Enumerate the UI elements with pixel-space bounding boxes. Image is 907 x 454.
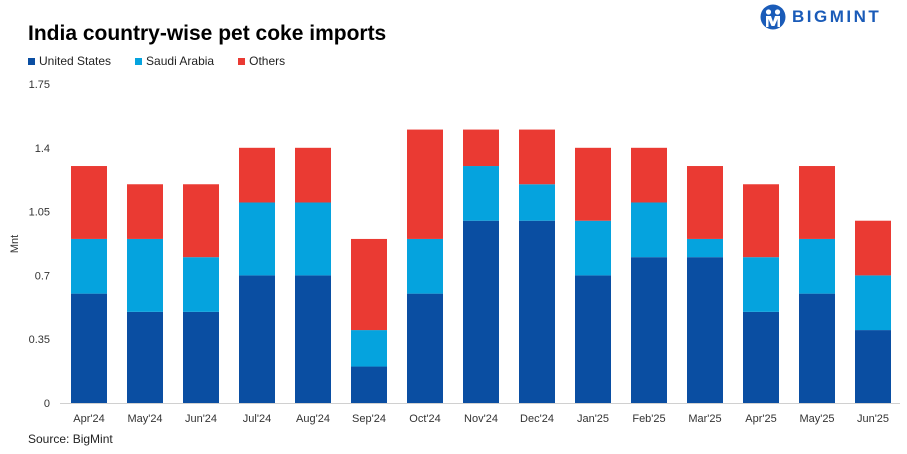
x-tick-label: Jan'25 bbox=[577, 413, 609, 425]
legend-item-united-states: United States bbox=[28, 54, 111, 68]
bar-others bbox=[575, 147, 611, 221]
bar-saudi-arabia bbox=[687, 238, 723, 258]
x-tick-label: Aug'24 bbox=[296, 413, 330, 425]
bar-saudi-arabia bbox=[183, 257, 219, 312]
x-tick-label: Apr'24 bbox=[73, 413, 104, 425]
x-tick-label: Feb'25 bbox=[632, 413, 665, 425]
bar-others bbox=[351, 238, 387, 331]
bar-united-states bbox=[743, 311, 779, 403]
bar-united-states bbox=[631, 257, 667, 403]
x-tick-label: May'24 bbox=[127, 413, 162, 425]
bar-saudi-arabia bbox=[407, 238, 443, 294]
x-tick-label: Nov'24 bbox=[464, 413, 498, 425]
bar-others bbox=[239, 147, 275, 203]
bar-others bbox=[463, 129, 499, 167]
legend-label: Others bbox=[249, 54, 286, 68]
legend-item-saudi-arabia: Saudi Arabia bbox=[135, 54, 214, 68]
bar-saudi-arabia bbox=[743, 257, 779, 312]
bar-united-states bbox=[239, 275, 275, 403]
bar-others bbox=[295, 147, 331, 203]
y-axis-label: Mnt bbox=[9, 235, 21, 253]
bar-others bbox=[407, 129, 443, 239]
chart-title: India country-wise pet coke imports bbox=[28, 22, 387, 45]
bar-united-states bbox=[71, 293, 107, 403]
bar-others bbox=[519, 129, 555, 185]
legend-item-others: Others bbox=[238, 54, 285, 68]
bar-saudi-arabia bbox=[127, 238, 163, 312]
x-tick-label: Dec'24 bbox=[520, 413, 554, 425]
y-tick-label: 0 bbox=[44, 398, 50, 410]
x-tick-label: Jun'25 bbox=[857, 413, 889, 425]
x-tick-label: May'25 bbox=[799, 413, 834, 425]
bar-saudi-arabia bbox=[239, 202, 275, 276]
bar-united-states bbox=[183, 311, 219, 403]
bar-united-states bbox=[463, 220, 499, 403]
y-tick-label: 0.35 bbox=[29, 334, 50, 346]
bar-united-states bbox=[407, 293, 443, 403]
bar-others bbox=[855, 220, 891, 276]
bar-united-states bbox=[575, 275, 611, 403]
legend-swatch bbox=[238, 57, 246, 65]
bar-others bbox=[743, 184, 779, 258]
bar-saudi-arabia bbox=[631, 202, 667, 258]
bar-united-states bbox=[799, 293, 835, 403]
legend-label: United States bbox=[39, 54, 112, 68]
x-tick-label: Apr'25 bbox=[745, 413, 776, 425]
bar-saudi-arabia bbox=[575, 220, 611, 276]
bigmint-logo: BIGMINT bbox=[760, 4, 881, 30]
bar-others bbox=[183, 184, 219, 258]
legend: United States Saudi Arabia Others bbox=[28, 54, 285, 68]
bar-saudi-arabia bbox=[351, 330, 387, 367]
bar-others bbox=[687, 166, 723, 239]
bar-united-states bbox=[295, 275, 331, 403]
y-tick-label: 0.7 bbox=[35, 270, 50, 282]
bar-saudi-arabia bbox=[71, 238, 107, 294]
bar-saudi-arabia bbox=[519, 184, 555, 221]
source-note: Source: BigMint bbox=[28, 432, 113, 446]
bar-others bbox=[71, 166, 107, 239]
y-tick-label: 1.75 bbox=[29, 79, 50, 91]
bar-united-states bbox=[351, 366, 387, 403]
y-tick-label: 1.4 bbox=[35, 143, 50, 155]
bar-united-states bbox=[127, 311, 163, 403]
bar-others bbox=[127, 184, 163, 239]
bar-others bbox=[631, 147, 667, 203]
logo-icon bbox=[760, 4, 786, 30]
x-tick-label: Jul'24 bbox=[243, 413, 271, 425]
legend-swatch bbox=[135, 57, 143, 65]
bar-others bbox=[799, 166, 835, 239]
bar-united-states bbox=[687, 257, 723, 403]
bar-united-states bbox=[519, 220, 555, 403]
bar-united-states bbox=[855, 330, 891, 403]
logo-text: BIGMINT bbox=[792, 7, 882, 26]
x-tick-label: Mar'25 bbox=[688, 413, 721, 425]
legend-swatch bbox=[28, 57, 35, 65]
legend-label: Saudi Arabia bbox=[146, 54, 215, 68]
x-tick-label: Jun'24 bbox=[185, 413, 217, 425]
bar-saudi-arabia bbox=[295, 202, 331, 276]
x-tick-label: Oct'24 bbox=[409, 413, 440, 425]
bar-saudi-arabia bbox=[463, 166, 499, 221]
y-tick-label: 1.05 bbox=[29, 207, 50, 219]
bar-saudi-arabia bbox=[855, 275, 891, 331]
x-tick-label: Sep'24 bbox=[352, 413, 386, 425]
bar-saudi-arabia bbox=[799, 238, 835, 294]
